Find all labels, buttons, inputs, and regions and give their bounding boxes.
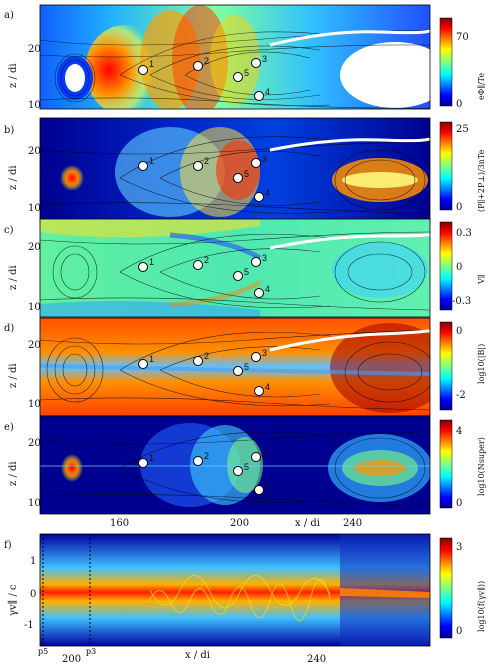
panel-f-xtick-240: 240 — [307, 654, 326, 665]
panel-e-points: 1 2 5 3 4 — [138, 448, 270, 495]
panel-a-ylabel: z / di — [8, 63, 19, 88]
panel-c: c) 20 10 z / di 1 2 5 3 4 0.3 0 -0.3 V∥ — [4, 218, 486, 318]
panel-d-cbar-tick-min: -2 — [456, 390, 466, 401]
panel-f-ylabel: γv∥ / c — [7, 584, 19, 616]
panel-a-point-2: 2 — [204, 56, 209, 66]
panel-a-point-1: 1 — [149, 59, 154, 69]
panel-d-colorbar — [439, 321, 453, 411]
panel-e-ylabel: z / di — [8, 461, 19, 486]
panel-f-marker-p5: p5 — [38, 647, 48, 656]
panel-e: e) 20 10 z / di 1 2 5 3 4 4 0 log10(Nsup… — [4, 415, 486, 515]
x-tick-200: 200 — [230, 518, 249, 529]
panel-d-ylabel: z / di — [8, 363, 19, 388]
panel-a-letter: a) — [4, 10, 14, 21]
panel-a-ytick-10: 10 — [28, 100, 41, 111]
x-axis-label: x / di — [295, 518, 320, 529]
panel-a-cbar-tick-max: 70 — [456, 32, 469, 43]
panel-c-point-2: 2 — [204, 255, 209, 265]
panel-f-letter: f) — [4, 540, 12, 551]
panel-e-cbar-tick-min: 0 — [456, 498, 462, 509]
panel-d-cbar-label: log10(|B|) — [477, 344, 486, 384]
panel-c-point-1: 1 — [149, 257, 154, 267]
panel-f-marker-p3: p3 — [86, 647, 96, 656]
panel-a: a) 20 10 z / di 1 2 5 3 4 70 0 eΦ∥/Te — [4, 4, 486, 111]
panel-d-point-5: 5 — [244, 362, 249, 372]
panel-d-point-2: 2 — [204, 351, 209, 361]
panel-a-points: 1 2 5 3 4 — [138, 54, 270, 101]
panel-d-point-1: 1 — [149, 354, 154, 364]
panel-e-ytick-10: 10 — [28, 498, 41, 509]
panel-f-colorbar — [439, 537, 453, 639]
panel-a-point-5: 5 — [244, 68, 249, 78]
panel-b-ytick-10: 10 — [28, 203, 41, 214]
panel-f-xtick-200: 200 — [62, 654, 81, 665]
x-tick-240: 240 — [343, 518, 362, 529]
panel-b-letter: b) — [4, 125, 14, 136]
panel-b-points: 1 2 5 3 4 — [138, 154, 270, 202]
x-tick-160: 160 — [110, 518, 129, 529]
panel-c-ytick-20: 20 — [28, 242, 41, 253]
panel-e-ytick-20: 20 — [28, 438, 41, 449]
panel-e-point-4: 4 — [265, 481, 270, 491]
panel-a-point-4: 4 — [265, 87, 270, 97]
panel-f: f) 1 0 -1 γv∥ / c p5 p3 200 240 x / di 3… — [4, 533, 486, 665]
panel-c-point-4: 4 — [265, 284, 270, 294]
panel-e-point-3: 3 — [262, 448, 267, 458]
panel-d-point-3: 3 — [262, 348, 267, 358]
panel-f-ytick-0: 0 — [30, 589, 36, 600]
panel-b-point-1: 1 — [149, 156, 154, 166]
panel-c-points: 1 2 5 3 4 — [138, 253, 270, 298]
panel-c-point-5: 5 — [244, 267, 249, 277]
panel-d-points: 1 2 5 3 4 — [138, 348, 270, 396]
panel-b-ylabel: z / di — [8, 165, 19, 190]
panel-c-ytick-10: 10 — [28, 302, 41, 313]
panel-d-ytick-20: 20 — [28, 340, 41, 351]
panel-b-point-5: 5 — [244, 169, 249, 179]
panel-b-point-2: 2 — [204, 156, 209, 166]
panel-b-point-3: 3 — [262, 154, 267, 164]
panel-f-ytick-1: 1 — [30, 556, 36, 567]
panel-b: b) 20 10 z / di 1 2 5 3 4 25 0 (P∥+2P⊥)/… — [4, 117, 486, 223]
panel-e-point-1: 1 — [149, 453, 154, 463]
panel-c-cbar-tick-max: 0.3 — [456, 228, 472, 239]
panel-f-cbar-tick-min: 0 — [456, 626, 462, 637]
panel-b-cbar-tick-max: 25 — [456, 124, 469, 135]
panel-c-cbar-tick-mid: 0 — [456, 262, 462, 273]
panel-b-ytick-20: 20 — [28, 146, 41, 157]
panel-e-cbar-tick-max: 4 — [456, 426, 462, 437]
panel-f-xlabel: x / di — [185, 650, 210, 661]
panel-d-point-4: 4 — [265, 382, 270, 392]
panel-b-cbar-label: (P∥+2P⊥)/3nTe — [477, 149, 486, 212]
panel-f-ytick-neg1: -1 — [24, 620, 34, 631]
panel-f-cbar-label: log10(f(γv∥)) — [477, 581, 486, 632]
panel-e-cbar-label: log10(Nsuper) — [477, 437, 486, 496]
panel-a-point-3: 3 — [262, 54, 267, 64]
panel-b-point-4: 4 — [265, 188, 270, 198]
panel-a-ytick-20: 20 — [28, 44, 41, 55]
panel-a-cbar-tick-min: 0 — [456, 99, 462, 110]
panel-d-letter: d) — [4, 323, 14, 334]
panel-f-cbar-tick-max: 3 — [456, 542, 462, 553]
panel-c-cbar-label: V∥ — [477, 275, 486, 285]
panel-d-cbar-tick-max: 0 — [456, 326, 462, 337]
panel-c-cbar-tick-min: -0.3 — [452, 296, 471, 307]
panel-e-letter: e) — [4, 422, 14, 433]
panel-e-colorbar — [439, 419, 453, 509]
panel-c-ylabel: z / di — [8, 265, 19, 290]
panel-e-point-5: 5 — [244, 462, 249, 472]
panel-d: d) 20 10 z / di 1 2 5 3 4 0 -2 log10(|B|… — [4, 317, 486, 417]
panel-c-colorbar — [439, 221, 453, 311]
panel-c-point-3: 3 — [262, 253, 267, 263]
panel-a-cbar-label: eΦ∥/Te — [477, 73, 486, 100]
panel-b-colorbar — [439, 121, 453, 211]
panel-a-colorbar — [439, 17, 453, 107]
panel-b-cbar-tick-min: 0 — [456, 202, 462, 213]
panel-c-letter: c) — [4, 225, 14, 236]
panel-d-ytick-10: 10 — [28, 399, 41, 410]
panel-e-point-2: 2 — [204, 451, 209, 461]
